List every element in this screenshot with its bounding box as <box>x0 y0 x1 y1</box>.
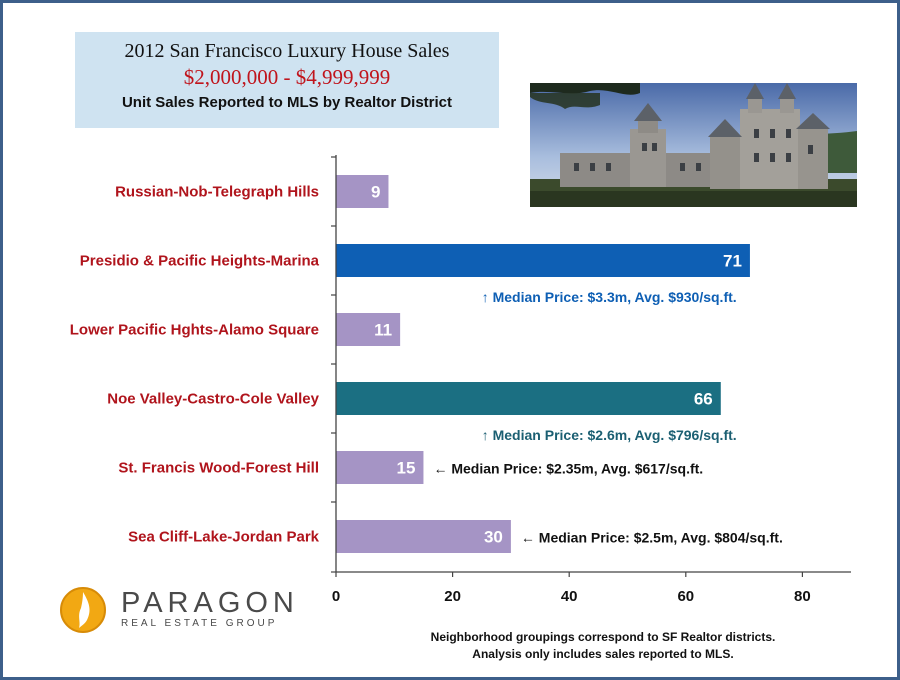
bar-3 <box>336 382 721 415</box>
bar-2 <box>336 313 401 346</box>
castle-photo <box>530 83 857 207</box>
x-tick-label-1: 20 <box>444 588 461 605</box>
data-label-1: 71 <box>723 252 742 271</box>
bar-1 <box>336 244 750 277</box>
data-label-3: 66 <box>694 390 713 409</box>
annotation-3: ← Median Price: $2.5m, Avg. $804/sq.ft. <box>521 530 783 546</box>
logo-name: PARAGON <box>121 587 299 619</box>
footnote-line-1: Neighborhood groupings correspond to SF … <box>430 630 776 644</box>
footnote-line-2: Analysis only includes sales reported to… <box>472 647 734 661</box>
x-tick-label-0: 0 <box>332 588 340 605</box>
chart-title: 2012 San Francisco Luxury House Sales <box>124 40 450 62</box>
bar-chart: Russian-Nob-Telegraph Hills 9 Presidio & P… <box>70 155 851 605</box>
category-label-5: Sea Cliff-Lake-Jordan Park <box>128 529 320 546</box>
category-label-2: Lower Pacific Hghts-Alamo Square <box>70 322 319 339</box>
paragon-flame-icon <box>59 586 107 634</box>
logo-tagline: REAL ESTATE GROUP <box>121 618 278 629</box>
data-label-4: 15 <box>397 459 416 478</box>
data-label-0: 9 <box>371 183 380 202</box>
data-label-5: 30 <box>484 528 503 547</box>
price-range: $2,000,000 - $4,999,999 <box>183 65 391 89</box>
chart-subtitle: Unit Sales Reported to MLS by Realtor Di… <box>121 94 453 111</box>
title-box: 2012 San Francisco Luxury House Sales $2… <box>75 32 499 128</box>
category-label-4: St. Francis Wood-Forest Hill <box>118 460 319 477</box>
data-label-2: 11 <box>374 321 392 340</box>
x-tick-label-3: 60 <box>677 588 694 605</box>
bar-0 <box>336 175 389 208</box>
bar-5 <box>336 520 511 553</box>
footnote: Neighborhood groupings correspond to SF … <box>383 629 823 663</box>
annotation-1: ↑ Median Price: $2.6m, Avg. $796/sq.ft. <box>482 427 737 443</box>
category-label-1: Presidio & Pacific Heights-Marina <box>80 253 320 270</box>
annotation-0: ↑ Median Price: $3.3m, Avg. $930/sq.ft. <box>482 289 737 305</box>
category-label-0: Russian-Nob-Telegraph Hills <box>115 184 319 201</box>
annotation-2: ← Median Price: $2.35m, Avg. $617/sq.ft. <box>433 461 703 477</box>
bar-4 <box>336 451 424 484</box>
category-label-3: Noe Valley-Castro-Cole Valley <box>107 391 319 408</box>
x-tick-label-2: 40 <box>561 588 578 605</box>
paragon-logo: PARAGON REAL ESTATE GROUP <box>121 587 299 629</box>
x-tick-label-4: 80 <box>794 588 811 605</box>
